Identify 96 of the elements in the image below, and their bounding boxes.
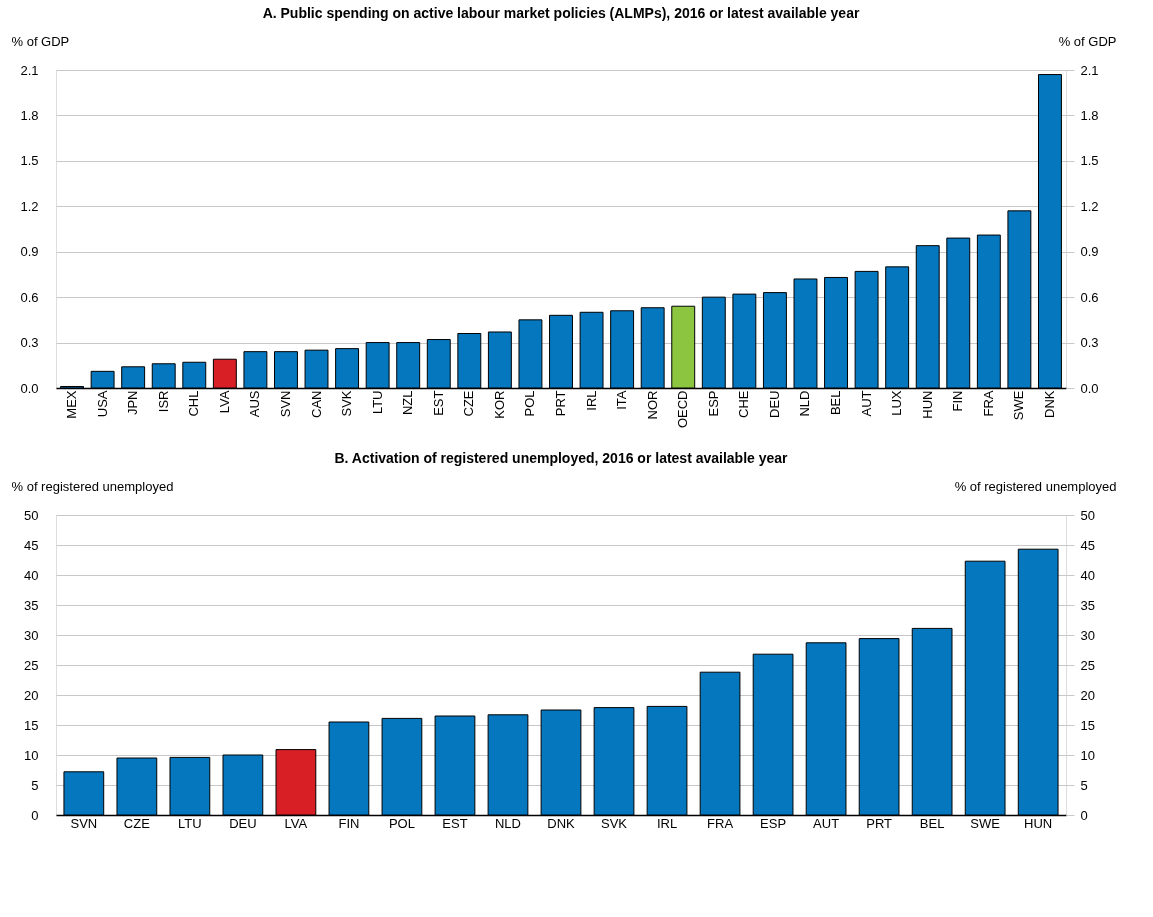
x-tick-label: BEL <box>828 390 844 416</box>
y-axis-title: % of GDP <box>11 33 70 49</box>
y2-tick-label: 40 <box>1080 567 1095 583</box>
x-tick-label: NOR <box>644 390 660 420</box>
y2-tick-label: 30 <box>1080 627 1095 643</box>
x-tick-label: SVK <box>601 815 628 831</box>
x-tick-label: SVN <box>70 815 98 831</box>
x-tick-label: IRL <box>583 390 599 411</box>
x-tick-label: SVK <box>339 390 355 417</box>
y-tick-label: 15 <box>24 717 39 733</box>
x-tick-label: POL <box>388 815 415 831</box>
y-tick-label: 40 <box>24 567 39 583</box>
x-tick-label: AUT <box>858 390 874 417</box>
y2-tick-label: 15 <box>1080 717 1095 733</box>
x-tick-label: SWE <box>1011 390 1027 421</box>
x-tick-label: ISR <box>155 390 171 413</box>
chart-title: B. Activation of registered unemployed, 2016 or latest available year <box>334 450 789 466</box>
x-tick-label: EST <box>442 815 468 831</box>
y-tick-label: 1.8 <box>20 107 39 123</box>
y2-tick-label: 0.6 <box>1080 289 1099 305</box>
y-tick-label: 0.6 <box>20 289 39 305</box>
chart-title: A. Public spending on active labour market policies (ALMPs), 2016 or latest available year <box>262 5 860 21</box>
x-tick-label: USA <box>94 390 110 418</box>
x-tick-label: LVA <box>284 815 308 831</box>
x-tick-label: ITA <box>614 390 630 410</box>
x-tick-label: IRL <box>656 815 678 831</box>
y-tick-label: 2.1 <box>20 62 39 78</box>
x-tick-label: HUN <box>919 390 935 419</box>
x-tick-label: HUN <box>1024 815 1053 831</box>
y-tick-label: 0.9 <box>20 244 39 260</box>
x-tick-label: LTU <box>178 815 202 831</box>
x-tick-label: CZE <box>461 390 477 417</box>
x-tick-label: ESP <box>705 390 721 417</box>
y-tick-label: 0.3 <box>20 335 39 351</box>
x-tick-label: DEU <box>229 815 257 831</box>
y-axis-title: % of registered unemployed <box>11 478 174 494</box>
x-tick-label: SWE <box>970 815 1001 831</box>
y-tick-label: 5 <box>31 777 39 793</box>
x-tick-label: JPN <box>125 390 141 416</box>
x-tick-label: AUS <box>247 390 263 418</box>
y-tick-label: 10 <box>24 747 39 763</box>
x-tick-label: NZL <box>400 390 416 416</box>
y-tick-label: 20 <box>24 687 39 703</box>
y2-tick-label: 2.1 <box>1080 62 1099 78</box>
y2-tick-label: 50 <box>1080 507 1095 523</box>
y-tick-label: 50 <box>24 507 39 523</box>
y2-tick-label: 1.8 <box>1080 107 1099 123</box>
y-tick-label: 1.5 <box>20 153 39 169</box>
x-tick-label: BEL <box>919 815 945 831</box>
y-tick-label: 1.2 <box>20 198 39 214</box>
y-tick-label: 0 <box>31 807 39 823</box>
x-tick-label: PRT <box>866 815 893 831</box>
x-tick-label: FRA <box>707 815 734 831</box>
x-tick-label: CZE <box>123 815 151 831</box>
x-tick-label: POL <box>522 390 538 417</box>
y2-tick-label: 0 <box>1080 807 1088 823</box>
x-tick-label: PRT <box>553 390 568 417</box>
x-tick-label: CHE <box>736 390 752 418</box>
x-tick-label: ESP <box>760 815 787 831</box>
x-tick-label: CHL <box>186 390 202 417</box>
y2-axis-title: % of GDP <box>1058 33 1117 49</box>
x-tick-label: OECD <box>675 390 691 429</box>
x-tick-label: CAN <box>308 390 324 418</box>
x-tick-label: LVA <box>216 390 232 414</box>
y-tick-label: 30 <box>24 627 39 643</box>
y-tick-label: 45 <box>24 537 39 553</box>
x-tick-label: NLD <box>797 390 813 417</box>
y2-tick-label: 35 <box>1080 597 1095 613</box>
x-tick-label: KOR <box>491 390 507 419</box>
y2-tick-label: 1.5 <box>1080 153 1099 169</box>
x-tick-label: FIN <box>950 390 966 412</box>
x-tick-label: EST <box>430 390 446 416</box>
x-tick-label: SVN <box>277 390 293 418</box>
y2-tick-label: 25 <box>1080 657 1095 673</box>
x-tick-label: FIN <box>338 815 360 831</box>
x-tick-label: LUX <box>889 390 905 416</box>
y2-tick-label: 0.9 <box>1080 244 1099 260</box>
y2-tick-label: 0.0 <box>1080 380 1099 396</box>
x-tick-label: NLD <box>494 815 521 831</box>
x-tick-label: AUT <box>813 815 840 831</box>
y2-tick-label: 5 <box>1080 777 1088 793</box>
y-tick-label: 0.0 <box>20 380 39 396</box>
y2-tick-label: 1.2 <box>1080 198 1099 214</box>
x-tick-label: MEX <box>64 390 80 419</box>
y-tick-label: 25 <box>24 657 39 673</box>
y2-axis-title: % of registered unemployed <box>954 478 1117 494</box>
x-tick-label: FRA <box>980 390 996 417</box>
x-tick-label: DNK <box>547 815 576 831</box>
y2-tick-label: 0.3 <box>1080 335 1099 351</box>
y2-tick-label: 10 <box>1080 747 1095 763</box>
x-tick-label: DEU <box>766 390 782 418</box>
y2-tick-label: 45 <box>1080 537 1095 553</box>
x-tick-label: DNK <box>1041 390 1057 418</box>
y2-tick-label: 20 <box>1080 687 1095 703</box>
y-tick-label: 35 <box>24 597 39 613</box>
x-tick-label: LTU <box>369 390 385 415</box>
